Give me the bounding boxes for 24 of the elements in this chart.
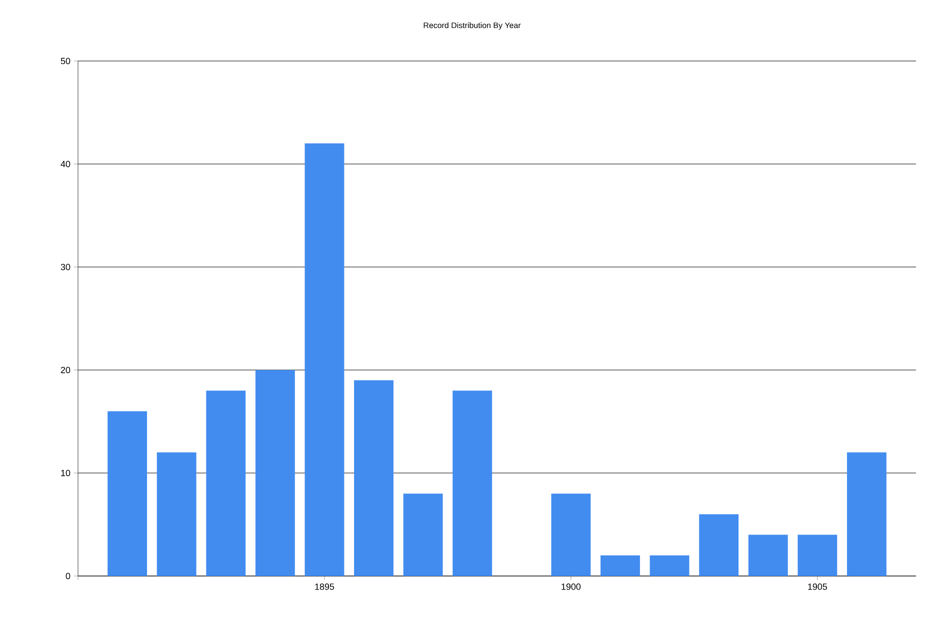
bar <box>748 534 788 576</box>
y-tick-label: 10 <box>61 470 70 476</box>
bar <box>452 390 492 576</box>
x-tick-label: 1905 <box>808 584 828 590</box>
bar <box>108 411 148 576</box>
bar <box>304 143 344 576</box>
bar <box>699 514 739 576</box>
y-tick-label: 0 <box>66 572 70 580</box>
bar <box>354 380 394 576</box>
bar <box>206 390 246 576</box>
y-tick-label: 40 <box>60 160 70 168</box>
y-tick-label: 30 <box>60 264 70 270</box>
bar <box>650 555 690 576</box>
bar <box>403 494 443 576</box>
x-tick-label: 1895 <box>315 584 334 590</box>
bar <box>600 555 640 576</box>
x-tick-label: 1900 <box>562 584 581 590</box>
bar <box>255 370 295 576</box>
bar <box>846 452 886 576</box>
y-tick-label: 20 <box>60 366 70 374</box>
y-tick-label: 50 <box>60 58 70 64</box>
bar <box>551 494 591 576</box>
bar <box>156 452 196 576</box>
bar <box>798 534 838 576</box>
